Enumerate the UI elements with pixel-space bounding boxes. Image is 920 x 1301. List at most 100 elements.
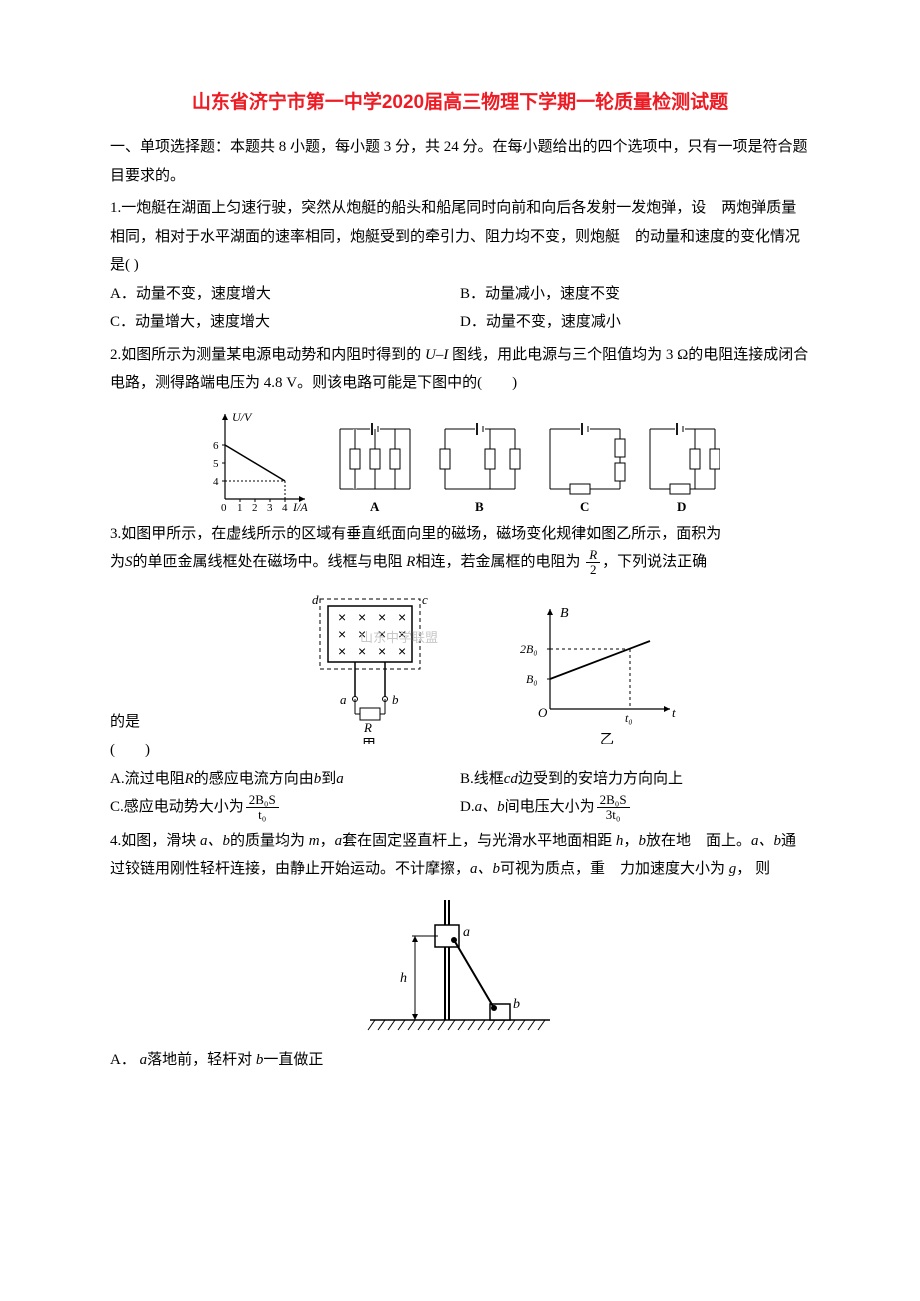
q3-opt-d: D.a、b间电压大小为2B₀S3t₀ — [460, 793, 810, 823]
svg-text:B₀: B₀ — [526, 672, 538, 686]
q3-frac: R2 — [586, 548, 600, 578]
q4-m: m — [309, 833, 320, 849]
q3a-R: R — [185, 771, 194, 787]
q1-opt-a: A．动量不变，速度增大 — [110, 280, 460, 309]
q4s4: 放在地 面上。 — [646, 833, 751, 849]
q2-stem: 2.如图所示为测量某电源电动势和内阻时得到的 U–I 图线，用此电源与三个阻值均… — [110, 341, 810, 398]
q4a-1: A． — [110, 1052, 140, 1068]
q3d-frac: 2B₀S3t₀ — [597, 793, 630, 823]
svg-text:I/A: I/A — [292, 500, 308, 514]
q3-stem-b: 的单匝金属线框处在磁场中。线框与电阻 — [133, 554, 407, 570]
q3-frac-num: R — [586, 548, 600, 563]
svg-text:3: 3 — [267, 502, 273, 514]
section-1-header: 一、单项选择题：本题共 8 小题，每小题 3 分，共 24 分。在每小题给出的四… — [110, 133, 810, 190]
q3-S: S — [125, 554, 133, 570]
q4-figure: a b h — [110, 890, 810, 1040]
circuit-c: C — [550, 423, 625, 514]
circuit-d: D — [650, 423, 720, 514]
q4s7: 则 — [751, 861, 770, 877]
circuit-b: B — [440, 423, 520, 514]
q3-options: A.流过电阻R的感应电流方向由b到a B.线框cd边受到的安培力方向向上 C.感… — [110, 765, 810, 823]
q3d-1: D. — [460, 799, 475, 815]
q4-ab1: a、b — [200, 833, 230, 849]
svg-text:甲: 甲 — [362, 738, 376, 744]
svg-text:a: a — [340, 692, 347, 707]
q3a-1: A.流过电阻 — [110, 771, 185, 787]
question-2: 2.如图所示为测量某电源电动势和内阻时得到的 U–I 图线，用此电源与三个阻值均… — [110, 341, 810, 514]
svg-text:6: 6 — [213, 440, 219, 452]
q4-b1: b — [638, 833, 646, 849]
q3-coil: ×××× ×××× ×××× 山东中学联盟 d c a b — [312, 592, 438, 744]
q3c-frac: 2B₀St₀ — [246, 793, 279, 823]
q3b-2: 边受到的安培力方向向上 — [518, 771, 683, 787]
q3-tail: 的是( ) — [110, 578, 170, 765]
q3-bt-graph: B t O B₀ 2B₀ t₀ 乙 — [520, 606, 676, 744]
q3b-cd: cd — [504, 771, 518, 787]
svg-text:×: × — [398, 643, 406, 659]
q4a-2: 落地前，轻杆对 — [147, 1052, 256, 1068]
question-1: 1.一炮艇在湖面上匀速行驶，突然从炮艇的船头和船尾同时向前和向后各发射一发炮弹，… — [110, 194, 810, 337]
svg-text:乙: 乙 — [600, 732, 614, 744]
q4-h: h — [616, 833, 624, 849]
q3-stem-line2: 为S的单匝金属线框处在磁场中。线框与电阻 R相连，若金属框的电阻为 R2，下列说… — [110, 548, 810, 578]
q1-opt-c: C．动量增大，速度增大 — [110, 308, 460, 337]
q3d-ab: a、b — [475, 799, 505, 815]
svg-text:×: × — [338, 609, 346, 625]
q4a-3: 一直做正 — [263, 1052, 323, 1068]
q3c-den: t₀ — [246, 808, 279, 822]
q4s3: 套在固定竖直杆上，与光滑水平地面相距 — [342, 833, 616, 849]
q2-ui: U–I — [425, 347, 448, 363]
svg-text:1: 1 — [237, 502, 243, 514]
q3c-1: C.感应电动势大小为 — [110, 799, 244, 815]
svg-text:×: × — [338, 643, 346, 659]
svg-text:5: 5 — [213, 458, 219, 470]
q3-row: 的是( ) ×××× ×××× ×××× 山东中学联盟 d c — [110, 578, 810, 765]
q3d-2: 间电压大小为 — [505, 799, 595, 815]
q2-svg: U/V I/A 4 5 6 0 1 2 3 4 — [200, 404, 720, 514]
q3a-a: a — [336, 771, 344, 787]
svg-text:×: × — [358, 609, 366, 625]
q4-svg: a b h — [350, 890, 570, 1040]
svg-text:t: t — [672, 705, 676, 720]
q4s1: 4.如图，滑块 — [110, 833, 200, 849]
q4-ab3: a、b — [470, 861, 500, 877]
svg-text:×: × — [378, 643, 386, 659]
svg-text:t₀: t₀ — [625, 711, 633, 725]
q2-figure: U/V I/A 4 5 6 0 1 2 3 4 — [110, 404, 810, 514]
svg-text:×: × — [378, 609, 386, 625]
q3-opt-c: C.感应电动势大小为2B₀St₀ — [110, 793, 460, 823]
svg-text:a: a — [463, 925, 470, 940]
page-title: 山东省济宁市第一中学2020届高三物理下学期一轮质量检测试题 — [110, 85, 810, 121]
svg-text:R: R — [363, 720, 372, 735]
question-4: 4.如图，滑块 a、b的质量均为 m，a套在固定竖直杆上，与光滑水平地面相距 h… — [110, 827, 810, 1075]
svg-text:×: × — [338, 626, 346, 642]
q3a-2: 的感应电流方向由 — [194, 771, 314, 787]
watermark-text: 山东中学联盟 — [360, 630, 438, 645]
svg-text:h: h — [400, 971, 407, 986]
q3d-num: 2B₀S — [597, 793, 630, 808]
svg-text:4: 4 — [213, 476, 219, 488]
svg-text:B: B — [475, 499, 484, 514]
q4a-a: a — [140, 1052, 148, 1068]
q3c-num: 2B₀S — [246, 793, 279, 808]
svg-text:D: D — [677, 499, 686, 514]
svg-text:O: O — [538, 705, 548, 720]
q1-opt-d: D．动量不变，速度减小 — [460, 308, 810, 337]
q4-stem: 4.如图，滑块 a、b的质量均为 m，a套在固定竖直杆上，与光滑水平地面相距 h… — [110, 827, 810, 884]
svg-text:U/V: U/V — [232, 410, 253, 424]
svg-text:×: × — [398, 609, 406, 625]
q2-stem-a: 2.如图所示为测量某电源电动势和内阻时得到的 — [110, 347, 425, 363]
q3-stem-a: 3.如图甲所示，在虚线所示的区域有垂直纸面向里的磁场，磁场变化规律如图乙所示，面… — [110, 526, 721, 542]
svg-text:B: B — [560, 606, 569, 621]
circuit-a: A — [340, 423, 410, 514]
q4-ab2: a、b — [751, 833, 781, 849]
q3b-1: B.线框 — [460, 771, 504, 787]
q3-stem-c: 相连，若金属框的电阻为 — [415, 554, 584, 570]
q3a-3: 到 — [321, 771, 336, 787]
q3-figure: ×××× ×××× ×××× 山东中学联盟 d c a b — [170, 584, 810, 744]
q1-options: A．动量不变，速度增大 B．动量减小，速度不变 C．动量增大，速度增大 D．动量… — [110, 280, 810, 337]
q3-stem-line1: 3.如图甲所示，在虚线所示的区域有垂直纸面向里的磁场，磁场变化规律如图乙所示，面… — [110, 520, 810, 549]
svg-text:b: b — [513, 997, 520, 1012]
svg-text:b: b — [392, 692, 399, 707]
svg-text:d: d — [312, 592, 319, 607]
